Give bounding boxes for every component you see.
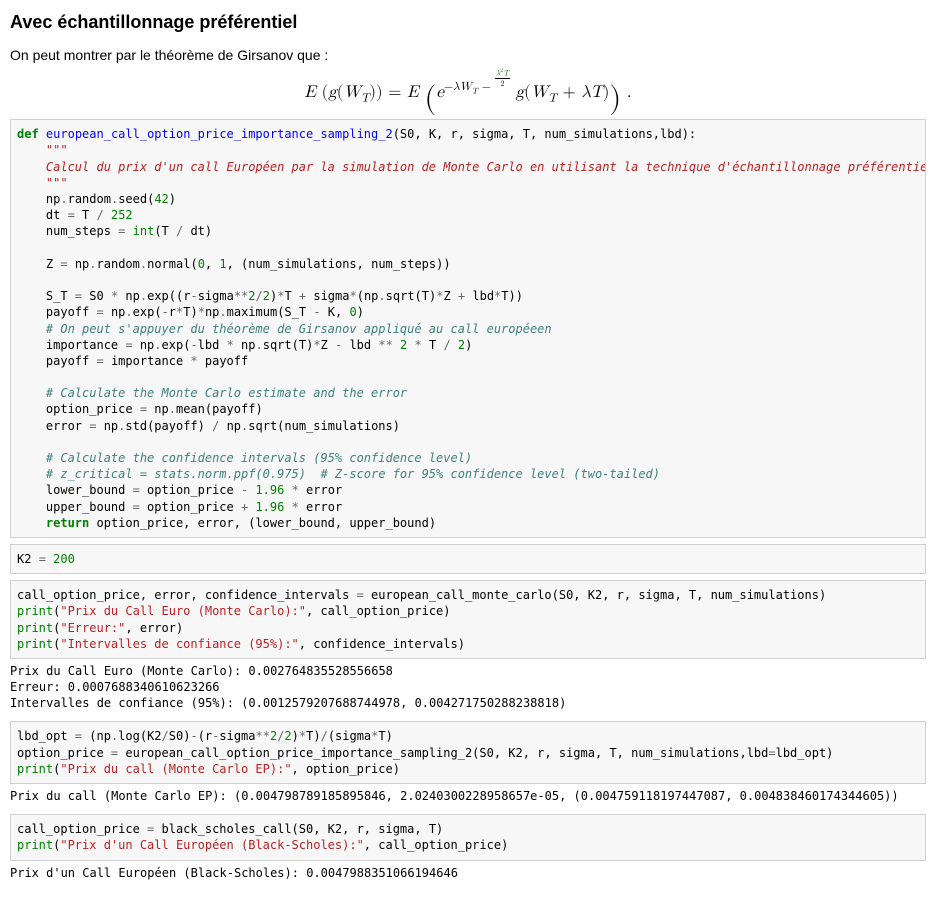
code-cell-3: call_option_price, error, confidence_int… — [10, 580, 926, 659]
intro-text: On peut montrer par le théorème de Girsa… — [10, 47, 926, 63]
output-5: Prix d'un Call Européen (Black-Scholes):… — [10, 865, 926, 881]
code-cell-5: call_option_price = black_scholes_call(S… — [10, 814, 926, 860]
output-3: Prix du Call Euro (Monte Carlo): 0.00276… — [10, 663, 926, 712]
code-cell-1: def european_call_option_price_importanc… — [10, 119, 926, 538]
code-cell-2: K2 = 200 — [10, 544, 926, 574]
code-cell-4: lbd_opt = (np.log(K2/S0)-(r-sigma**2/2)*… — [10, 721, 926, 784]
output-4: Prix du call (Monte Carlo EP): (0.004798… — [10, 788, 926, 804]
section-heading: Avec échantillonnage préférentiel — [10, 12, 926, 33]
girsanov-formula: E (g(WT)) = E (e−λWT − λ2T2 g(WT + λT)) … — [10, 69, 926, 105]
